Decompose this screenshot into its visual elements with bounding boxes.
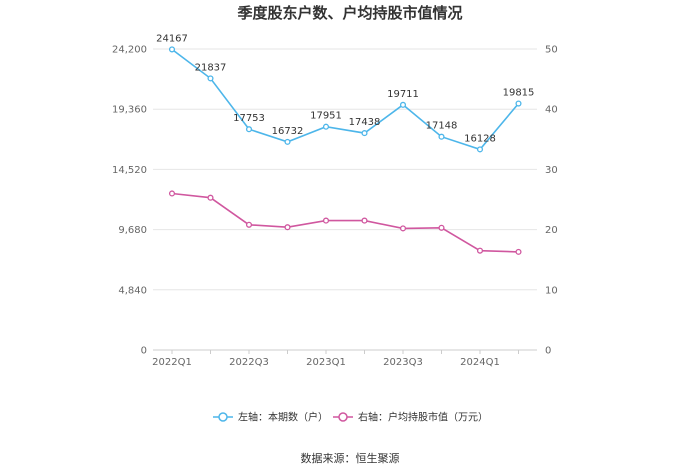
data-point[interactable]	[476, 146, 484, 153]
data-point[interactable]	[207, 75, 214, 82]
right-tick-label: 30	[545, 165, 558, 176]
data-point[interactable]	[322, 217, 330, 224]
data-point[interactable]	[515, 248, 522, 255]
data-point[interactable]	[168, 190, 176, 197]
series-line	[171, 48, 520, 151]
data-label: 17951	[310, 111, 342, 122]
data-point[interactable]	[438, 133, 445, 140]
right-tick-label: 0	[545, 346, 551, 357]
right-tick-label: 10	[545, 285, 558, 296]
data-label: 16128	[464, 133, 496, 144]
data-point[interactable]	[399, 101, 407, 108]
right-axis: 0 10 20 30 40 50	[545, 45, 558, 357]
left-tick-label: 9,680	[118, 225, 147, 236]
data-point[interactable]	[438, 224, 445, 231]
series-1: 24167 21837 17753 16732 17951 17438 19711 17148…	[156, 33, 535, 153]
data-label: 17148	[426, 121, 458, 132]
left-tick-label: 4,840	[118, 285, 147, 296]
right-tick-label: 50	[545, 45, 558, 56]
data-label: 19815	[503, 88, 535, 99]
data-label: 21837	[195, 62, 227, 73]
data-label: 16732	[272, 126, 304, 137]
data-point[interactable]	[399, 225, 407, 232]
x-tick-label: 2022Q1	[152, 357, 192, 368]
data-point[interactable]	[515, 100, 522, 107]
x-axis: 2022Q1 2022Q3 2023Q1 2023Q3 2024Q1	[152, 350, 519, 368]
data-point[interactable]	[284, 138, 291, 145]
x-tick-label: 2023Q1	[306, 357, 346, 368]
data-point[interactable]	[361, 130, 368, 137]
x-tick-label: 2023Q3	[383, 357, 423, 368]
legend-marker	[338, 412, 348, 422]
source-text: 数据来源：恒生聚源	[301, 451, 400, 465]
data-point[interactable]	[284, 224, 291, 231]
legend[interactable]: 左轴：本期数（户） 右轴：户均持股市值（万元）	[213, 411, 488, 424]
data-label: 17753	[233, 113, 265, 124]
data-point[interactable]	[168, 46, 176, 53]
data-point[interactable]	[476, 247, 484, 254]
left-tick-label: 24,200	[112, 45, 147, 56]
data-point[interactable]	[245, 126, 253, 133]
x-tick-label: 2022Q3	[229, 357, 269, 368]
legend-item[interactable]: 右轴：户均持股市值（万元）	[333, 411, 488, 424]
chart-title: 季度股东户数、户均持股市值情况	[237, 4, 462, 22]
grid	[153, 48, 537, 351]
data-point[interactable]	[207, 194, 214, 201]
legend-label: 右轴：户均持股市值（万元）	[358, 411, 488, 424]
left-tick-label: 14,520	[112, 165, 147, 176]
series-2	[168, 190, 522, 255]
legend-marker	[218, 412, 228, 422]
data-label: 24167	[156, 33, 188, 44]
data-point[interactable]	[322, 123, 330, 130]
data-point[interactable]	[245, 221, 253, 228]
x-tick-label: 2024Q1	[460, 357, 500, 368]
right-tick-label: 40	[545, 105, 558, 116]
legend-item[interactable]: 左轴：本期数（户）	[213, 411, 328, 424]
data-point[interactable]	[361, 217, 368, 224]
series-line	[171, 192, 519, 253]
right-tick-label: 20	[545, 225, 558, 236]
legend-label: 左轴：本期数（户）	[238, 411, 328, 424]
data-label: 19711	[387, 89, 419, 100]
data-label: 17438	[349, 117, 381, 128]
left-tick-label: 19,360	[112, 105, 147, 116]
left-tick-label: 0	[141, 346, 147, 357]
left-axis: 0 4,840 9,680 14,520 19,360 24,200	[112, 45, 147, 357]
series: 24167 21837 17753 16732 17951 17438 19711 17148…	[156, 33, 535, 255]
